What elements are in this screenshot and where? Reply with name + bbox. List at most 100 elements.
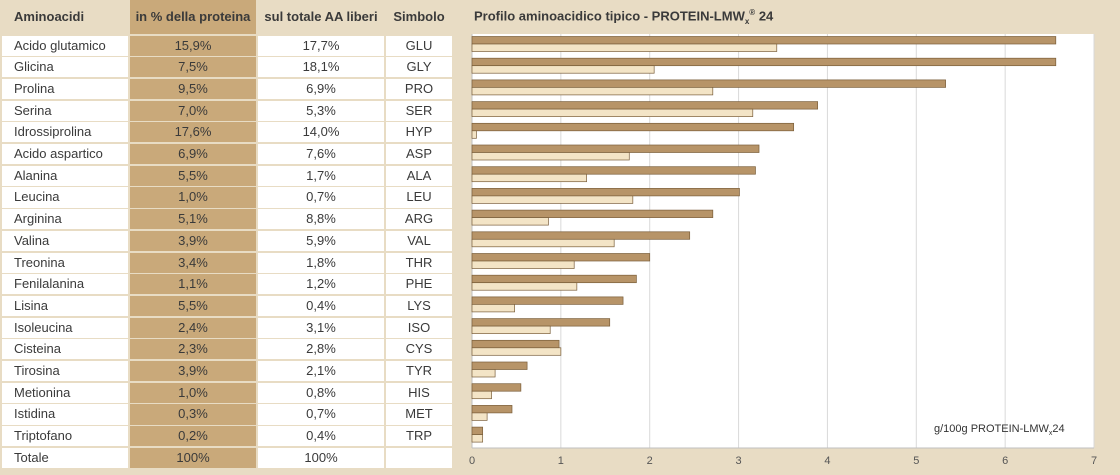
cell-free-aa-percent: 0,7% — [258, 187, 384, 208]
cell-symbol: PRO — [386, 78, 452, 100]
cell-symbol: ASP — [386, 144, 452, 165]
bar-series-1 — [471, 296, 624, 305]
cell-amino-name: Isoleucina — [2, 317, 128, 338]
amino-acid-chart: 0 1 2 3 4 5 6 7 g/100g PROTEIN-LMWx24 Profilo am… — [456, 0, 1120, 475]
x-tick-label: 7 — [1091, 455, 1097, 467]
cell-symbol: ALA — [386, 165, 452, 186]
cell-symbol: LEU — [386, 187, 452, 208]
bar-series-2 — [471, 434, 484, 443]
bar-series-2 — [471, 87, 714, 96]
cell-free-aa-percent: 18,1% — [258, 57, 384, 78]
cell-protein-percent: 5,1% — [130, 209, 256, 230]
bar-series-2 — [471, 369, 496, 378]
cell-protein-percent: 5,5% — [130, 165, 256, 186]
cell-free-aa-percent: 0,4% — [258, 426, 384, 447]
bar-series-1 — [471, 426, 484, 435]
cell-symbol: GLU — [386, 35, 452, 56]
cell-amino-name: Istidina — [2, 404, 128, 425]
bar-series-2 — [471, 152, 630, 161]
chart-plot: 0 1 2 3 4 5 6 7 g/100g PROTEIN-LMWx24 — [469, 34, 1097, 467]
cell-free-aa-percent: 14,0% — [258, 122, 384, 143]
bar-series-1 — [471, 274, 637, 284]
cell-free-aa-percent: 8,8% — [258, 209, 384, 230]
cell-symbol: CYS — [386, 339, 452, 360]
bar-series-1 — [471, 231, 691, 240]
header-free-aa-percent: sul totale AA liberi — [258, 0, 384, 34]
cell-symbol: ARG — [386, 209, 452, 230]
cell-free-aa-percent: 0,4% — [258, 295, 384, 317]
cell-protein-percent: 7,0% — [130, 100, 256, 121]
cell-free-aa-percent: 5,3% — [258, 100, 384, 121]
cell-protein-percent: 3,9% — [130, 361, 256, 382]
cell-protein-percent: 0,2% — [130, 426, 256, 447]
bar-series-1 — [471, 209, 714, 218]
bar-series-1 — [471, 361, 528, 370]
cell-free-aa-percent: 5,9% — [258, 230, 384, 251]
cell-protein-percent: 0,3% — [130, 404, 256, 425]
cell-protein-percent: 3,4% — [130, 252, 256, 273]
cell-free-aa-percent: 1,7% — [258, 165, 384, 186]
cell-protein-percent: 3,9% — [130, 230, 256, 251]
bar-series-2 — [471, 390, 492, 400]
cell-free-aa-percent: 0,8% — [258, 382, 384, 403]
bar-series-2 — [471, 238, 615, 248]
cell-amino-name: Triptofano — [2, 426, 128, 447]
cell-protein-percent: 17,6% — [130, 122, 256, 143]
bar-series-2 — [471, 347, 562, 356]
cell-symbol: ISO — [386, 317, 452, 338]
header-symbol: Simbolo — [386, 0, 452, 34]
cell-protein-percent: 1,0% — [130, 382, 256, 403]
bar-series-2 — [471, 412, 488, 421]
bar-series-2 — [471, 325, 551, 334]
x-tick-label: 4 — [824, 455, 830, 467]
cell-symbol: TRP — [386, 426, 452, 447]
bar-series-2 — [471, 217, 549, 226]
header-protein-percent: in % della proteina — [130, 0, 256, 34]
bar-series-2 — [471, 65, 655, 74]
cell-symbol: VAL — [386, 230, 452, 251]
header-amino-name: Aminoacidi — [2, 0, 128, 34]
unit-label: g/100g PROTEIN-LMWx24 — [934, 423, 1065, 437]
bar-series-1 — [471, 101, 819, 110]
bar-series-1 — [471, 122, 795, 132]
bar-series-1 — [471, 405, 513, 414]
cell-amino-name: Acido aspartico — [2, 144, 128, 165]
cell-amino-name: Treonina — [2, 252, 128, 273]
cell-symbol: HIS — [386, 382, 452, 403]
total-protein-percent: 100% — [130, 447, 256, 468]
cell-free-aa-percent: 2,1% — [258, 361, 384, 382]
bar-series-1 — [471, 57, 1057, 67]
cell-symbol: MET — [386, 404, 452, 425]
cell-protein-percent: 1,1% — [130, 274, 256, 295]
cell-amino-name: Tirosina — [2, 361, 128, 382]
cell-protein-percent: 2,4% — [130, 317, 256, 338]
bar-series-2 — [471, 260, 575, 269]
cell-free-aa-percent: 0,7% — [258, 404, 384, 425]
cell-protein-percent: 15,9% — [130, 35, 256, 56]
bar-series-2 — [471, 282, 578, 291]
x-tick-label: 2 — [647, 455, 653, 467]
amino-acid-table: Aminoacidi in % della proteina sul totale … — [0, 0, 452, 475]
x-tick-label: 5 — [913, 455, 919, 467]
bar-series-1 — [471, 339, 560, 349]
bar-series-1 — [471, 36, 1057, 45]
cell-amino-name: Lisina — [2, 295, 128, 317]
cell-amino-name: Prolina — [2, 78, 128, 100]
bar-series-2 — [471, 130, 477, 139]
bar-series-2 — [471, 43, 778, 52]
bar-series-1 — [471, 166, 756, 175]
bar-series-1 — [471, 383, 522, 392]
cell-amino-name: Valina — [2, 230, 128, 251]
cell-symbol: TYR — [386, 361, 452, 382]
cell-amino-name: Leucina — [2, 187, 128, 208]
cell-symbol: GLY — [386, 57, 452, 78]
bar-series-2 — [471, 195, 634, 204]
cell-amino-name: Cisteina — [2, 339, 128, 360]
cell-protein-percent: 7,5% — [130, 57, 256, 78]
cell-free-aa-percent: 3,1% — [258, 317, 384, 338]
cell-symbol: HYP — [386, 122, 452, 143]
cell-free-aa-percent: 2,8% — [258, 339, 384, 360]
total-amino-name: Totale — [2, 447, 128, 468]
bar-series-1 — [471, 188, 740, 197]
total-free-aa-percent: 100% — [258, 447, 384, 468]
